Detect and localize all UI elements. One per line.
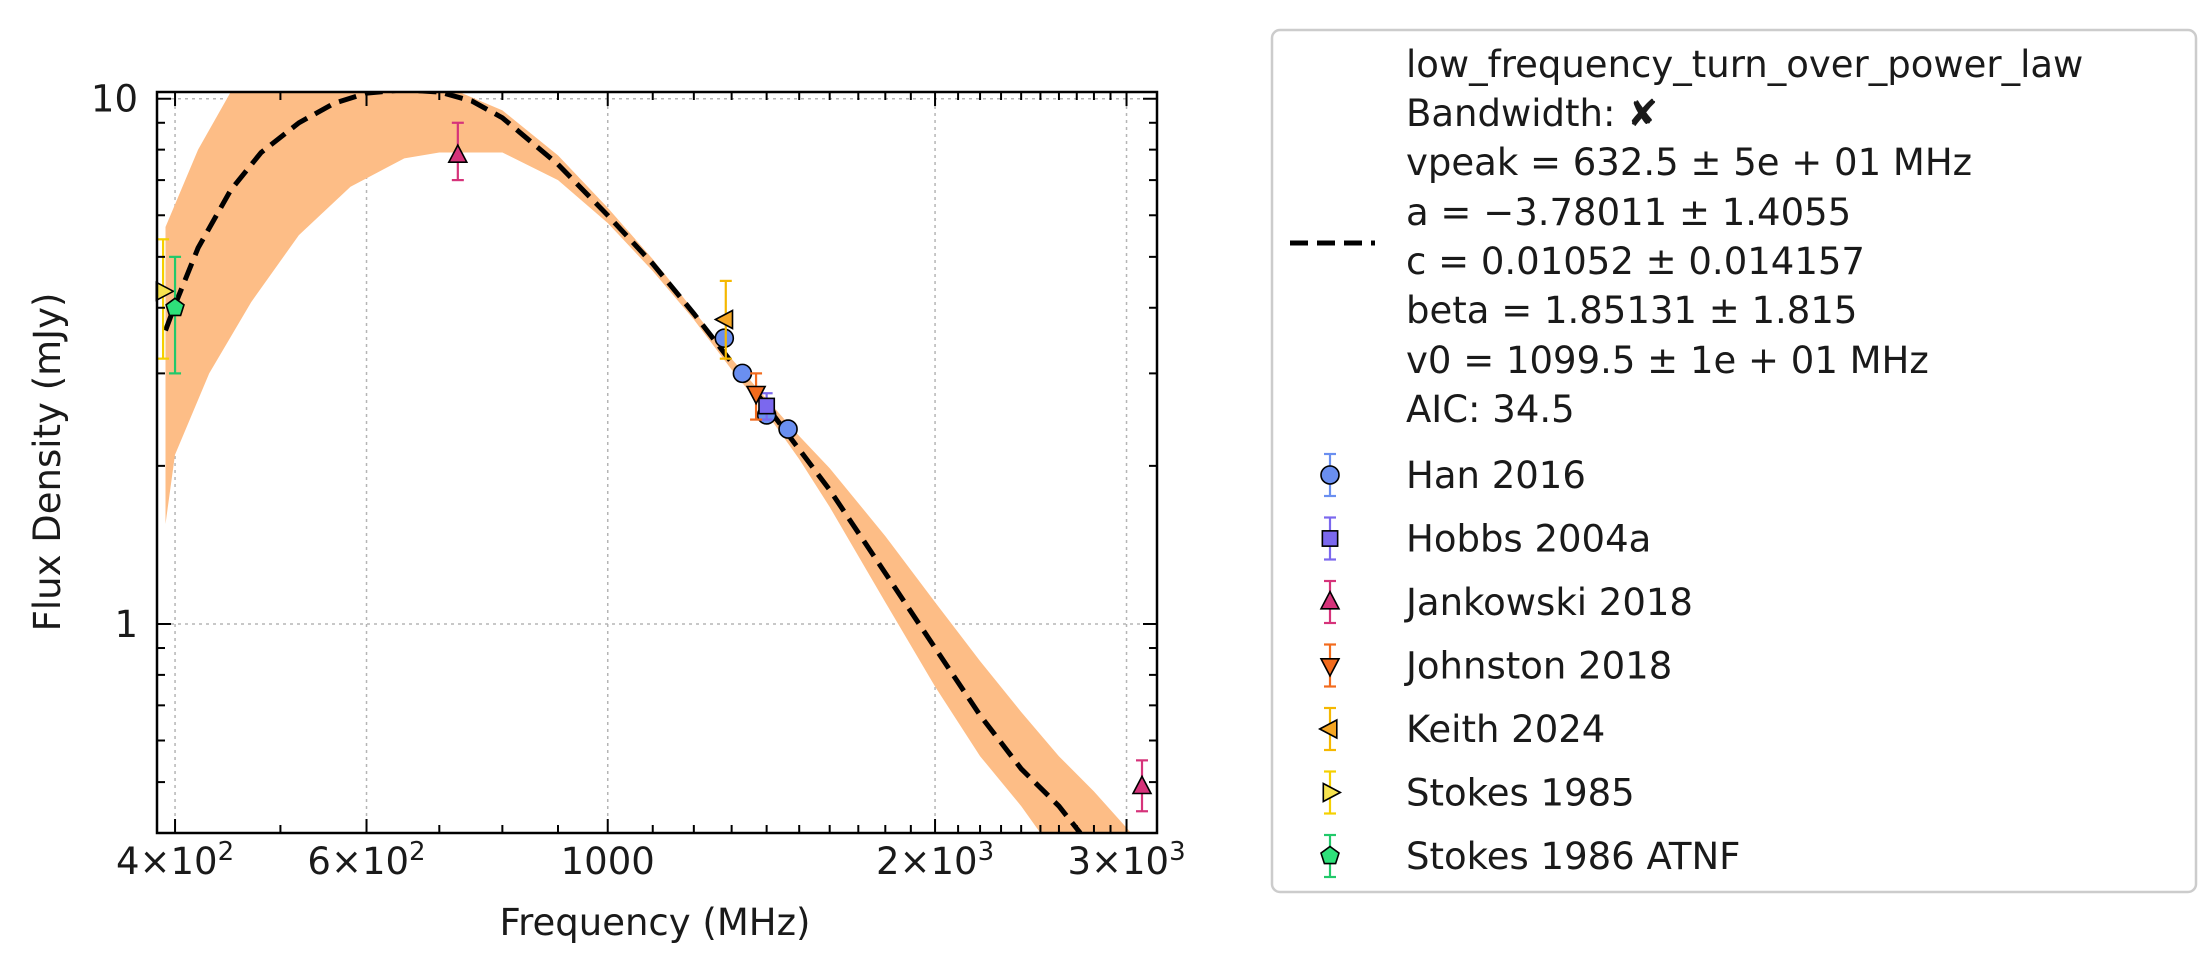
x-tick-label-base: 3×10 [1067, 840, 1169, 883]
x-tick-label-base: 4×10 [116, 840, 218, 883]
x-tick-label-base: 2×10 [876, 840, 978, 883]
x-tick-label: 4×102 [116, 837, 234, 883]
x-tick-label-exponent: 2 [218, 837, 235, 867]
fit-band-layer [165, 92, 1132, 833]
point-marker [1131, 774, 1153, 795]
data-point [732, 363, 753, 384]
data-points [155, 121, 1153, 813]
point-marker [745, 385, 767, 406]
point-marker [778, 419, 798, 439]
legend-fit-name: low_frequency_turn_over_power_law [1406, 43, 2083, 86]
x-tick-label: 2×103 [876, 837, 994, 883]
legend-marker [1319, 657, 1341, 678]
data-point [155, 238, 176, 360]
legend-marker [1319, 589, 1341, 610]
y-axis-label: Flux Density (mJy) [26, 293, 69, 632]
data-point [165, 255, 185, 375]
data-point [778, 419, 798, 439]
data-point [713, 279, 734, 360]
legend-marker [1317, 718, 1338, 740]
legend-series-label: Stokes 1985 [1406, 772, 1635, 815]
fit-uncertainty-band [165, 92, 1132, 833]
x-tick-label-base: 6×10 [307, 840, 409, 883]
legend-fit-param: a = −3.78011 ± 1.4055 [1406, 191, 1851, 234]
legend-fit-bandwidth: Bandwidth: ✘ [1406, 92, 1658, 135]
legend-entry: Keith 2024 [1317, 706, 1605, 752]
fit-curve-layer [163, 92, 1083, 833]
legend-marker [1320, 465, 1340, 485]
legend-marker [1321, 530, 1339, 547]
legend-series-label: Jankowski 2018 [1404, 581, 1693, 624]
fit-curve [163, 92, 1083, 833]
legend-frame [1270, 28, 2198, 894]
x-tick-label-exponent: 2 [409, 837, 426, 867]
y-tick-label: 10 [91, 78, 138, 121]
x-tick-label-exponent: 3 [978, 837, 995, 867]
data-point [758, 392, 776, 421]
legend-bandwidth-cross-icon: ✘ [1627, 92, 1658, 135]
legend-series-label: Stokes 1986 ATNF [1406, 835, 1740, 878]
legend-fit-param: AIC: 34.5 [1406, 388, 1575, 431]
point-marker [713, 309, 734, 330]
point-marker [758, 397, 776, 415]
data-point [447, 121, 469, 182]
legend-series-label: Hobbs 2004a [1406, 518, 1651, 561]
legend: low_frequency_turn_over_power_law Bandwi… [1270, 28, 2198, 894]
legend-series-label: Keith 2024 [1406, 708, 1605, 751]
legend-entry: Stokes 1986 ATNF [1320, 833, 1740, 879]
legend-fit-param: beta = 1.85131 ± 1.815 [1406, 289, 1857, 332]
grid-lines [157, 92, 1157, 833]
legend-entry: Stokes 1985 [1322, 770, 1635, 815]
legend-series-label: Han 2016 [1406, 454, 1586, 497]
point-marker [447, 143, 469, 163]
x-axis-label: Frequency (MHz) [500, 901, 811, 944]
x-tick-label: 3×103 [1067, 837, 1185, 883]
point-marker [714, 328, 735, 349]
legend-fit-param: vpeak = 632.5 ± 5e + 01 MHz [1406, 141, 1972, 184]
point-marker [732, 363, 753, 384]
legend-series-label: Johnston 2018 [1404, 645, 1672, 688]
point-marker [165, 297, 185, 317]
x-tick-label-exponent: 3 [1169, 837, 1186, 867]
legend-entry: Johnston 2018 [1319, 643, 1672, 688]
plot-frame [155, 90, 1159, 835]
y-tick-label: 1 [114, 603, 138, 646]
data-point [745, 372, 767, 421]
legend-entry: Jankowski 2018 [1319, 579, 1693, 625]
legend-marker [1320, 845, 1340, 865]
data-point [714, 328, 735, 349]
legend-fit-param: v0 = 1099.5 ± 1e + 01 MHz [1406, 339, 1929, 382]
x-tick-label: 6×102 [307, 837, 425, 883]
legend-entry: Hobbs 2004a [1321, 516, 1651, 561]
legend-bandwidth-label: Bandwidth: [1406, 92, 1627, 135]
legend-entries: Han 2016 Hobbs 2004a Jankowski 2018 Johnsto… [1317, 452, 1740, 879]
legend-marker [1322, 782, 1343, 803]
x-tick-label: 1000 [561, 840, 655, 883]
legend-fit-param: c = 0.01052 ± 0.014157 [1406, 240, 1865, 283]
legend-entry: Han 2016 [1320, 452, 1586, 498]
legend-fit-text: low_frequency_turn_over_power_law Bandwi… [1406, 43, 2083, 431]
data-point [1131, 759, 1153, 813]
axis-ticks [157, 92, 1157, 834]
